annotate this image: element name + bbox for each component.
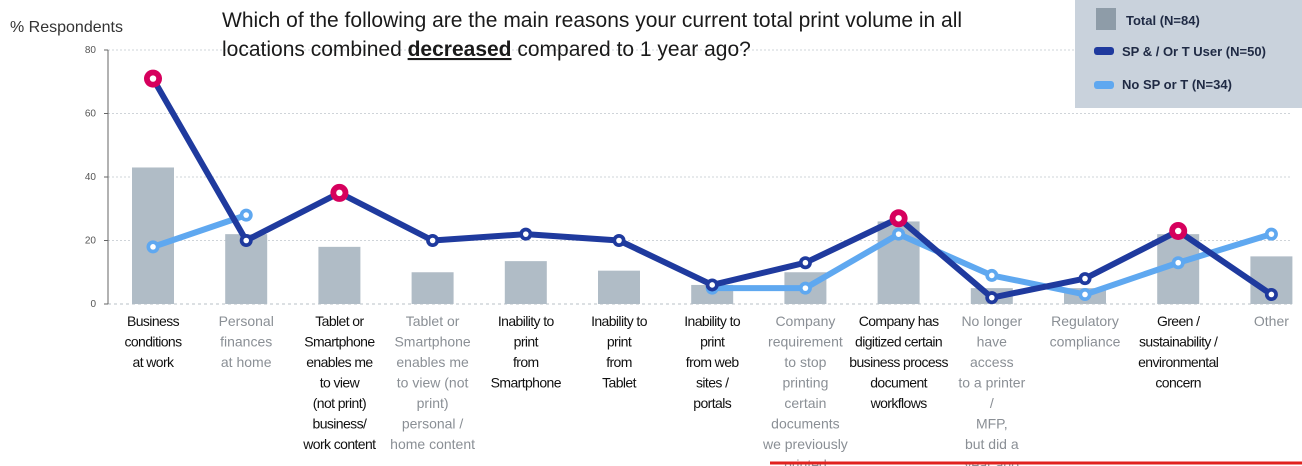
x-category-label: Tablet or Smartphone enables me to view (no… xyxy=(390,313,475,452)
point-center xyxy=(336,189,343,197)
x-category-label: Company has digitized certain business pro… xyxy=(849,313,948,411)
point-center xyxy=(149,75,157,82)
y-tick-label: 60 xyxy=(85,109,97,120)
bar-total xyxy=(318,246,361,304)
y-axis: 0 20 40 60 80 xyxy=(85,45,109,310)
bar-total xyxy=(598,270,640,304)
point-center xyxy=(150,244,156,250)
bar-total xyxy=(132,167,174,304)
point-center xyxy=(523,231,529,237)
x-axis-categories: Business conditions at work Personal finance… xyxy=(124,313,1289,466)
x-category-label: Regulatory compliance xyxy=(1050,313,1121,350)
legend-label-total: Total (N=84) xyxy=(1126,13,1200,28)
point-center xyxy=(616,237,622,244)
x-category-label: Other xyxy=(1254,313,1289,329)
chart-title-line2: locations combined decreased compared to… xyxy=(222,38,751,61)
x-category-label: Inability to print from Smartphone xyxy=(491,313,562,391)
bar-total xyxy=(411,272,454,304)
legend-swatch-no-sp xyxy=(1094,81,1114,89)
point-center xyxy=(895,231,902,237)
x-category-label: Inability to print from Tablet xyxy=(591,313,648,391)
y-tick-label: 40 xyxy=(85,172,97,183)
point-center xyxy=(802,285,809,291)
point-center xyxy=(989,272,995,279)
x-category-label: Tablet or Smartphone enables me to view (not… xyxy=(302,313,376,452)
point-center xyxy=(895,215,902,222)
line-no-sp xyxy=(150,212,250,250)
point-center xyxy=(243,237,249,244)
point-center xyxy=(1175,259,1181,266)
y-tick-label: 80 xyxy=(85,45,97,56)
point-center xyxy=(989,294,995,301)
x-category-label: Personal finances at home xyxy=(219,313,274,370)
y-tick-label: 0 xyxy=(90,299,96,310)
chart-title-line1: Which of the following are the main reas… xyxy=(222,9,962,32)
point-center xyxy=(802,259,809,266)
legend-label-sp-user: SP & / Or T User (N=50) xyxy=(1122,44,1266,59)
point-center xyxy=(709,282,715,288)
legend-swatch-sp-user xyxy=(1094,47,1114,55)
point-center xyxy=(1268,231,1275,237)
series-points xyxy=(144,69,1278,305)
point-center xyxy=(1175,227,1182,235)
point-center xyxy=(429,237,436,244)
x-category-label: Inability to print from web sites / portals xyxy=(684,313,741,411)
point-center xyxy=(243,212,249,218)
x-category-label: No longer have access to a printer / MFP, but … xyxy=(958,313,1025,466)
y-tick-label: 20 xyxy=(85,236,97,247)
point-center xyxy=(1082,275,1088,282)
legend: Total (N=84) SP & / Or T User (N=50) No … xyxy=(1075,0,1302,108)
chart-title-emphasis: decreased xyxy=(408,38,512,61)
bar-total xyxy=(504,261,547,304)
bars-total xyxy=(132,167,1293,304)
x-category-label: Green / sustainability / environmental conc… xyxy=(1138,313,1219,391)
point-center xyxy=(1268,291,1275,298)
x-category-label: Business conditions at work xyxy=(124,313,182,370)
y-axis-label: % Respondents xyxy=(10,19,123,36)
legend-label-no-sp: No SP or T (N=34) xyxy=(1122,77,1232,92)
legend-swatch-total xyxy=(1096,8,1116,30)
chart-title-part: locations combined xyxy=(222,38,408,61)
chart-title-part: compared to 1 year ago? xyxy=(512,38,751,61)
point-center xyxy=(1082,291,1088,298)
x-category-label: Company requirement to stop printing certain… xyxy=(762,313,848,466)
